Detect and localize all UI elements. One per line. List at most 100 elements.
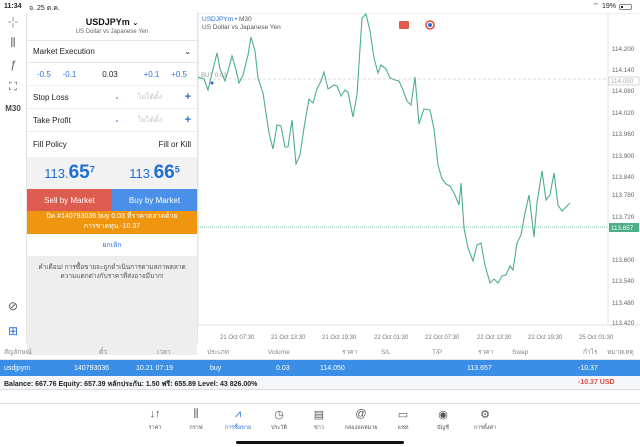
tab-chart[interactable]: ⫼ กราฟ xyxy=(176,408,216,432)
order-panel: USDJPYm ⌄ US Dollar vs Japanese Yen Mark… xyxy=(26,13,198,355)
svg-text:25 Oct 01:30: 25 Oct 01:30 xyxy=(579,335,614,341)
stop-loss-label: Stop Loss xyxy=(33,92,69,102)
chart-timeframe: M30 xyxy=(238,16,252,23)
wifi-icon: ⌔ xyxy=(592,3,599,10)
svg-text:21 Oct 13:30: 21 Oct 13:30 xyxy=(271,335,306,341)
chart-description: US Dollar vs Japanese Yen xyxy=(202,24,281,31)
market-warning: คำเตือน! การซื้อขายจะถูกดำเนินการตามสภาพ… xyxy=(27,256,197,355)
bid-price: 113.657 xyxy=(44,162,95,183)
balance-line: Balance: 667.76 Equity: 657.39 หลักประกั… xyxy=(4,381,258,388)
fill-policy-row[interactable]: Fill Policy Fill or Kill xyxy=(27,132,197,157)
svg-text:113.780: 113.780 xyxy=(612,192,635,199)
tab-settings[interactable]: ⚙ การตั้งค่า xyxy=(465,408,505,432)
svg-text:113.540: 113.540 xyxy=(612,278,635,285)
svg-text:113.420: 113.420 xyxy=(612,320,635,327)
tab-history[interactable]: ◷ ประวัติ xyxy=(259,408,299,432)
settings-icon: ⚙ xyxy=(480,409,490,421)
chevron-down-icon: ⌄ xyxy=(132,20,139,27)
function-icon[interactable]: ƒ xyxy=(9,59,17,71)
stop-loss-input[interactable]: ไม่ได้ตั้ง xyxy=(137,93,163,101)
volume-minus-05[interactable]: -0.5 xyxy=(37,69,51,79)
table-header: สัญลักษณ์ ตั๋ว เวลา ประเภท Volume ราคา S… xyxy=(0,345,640,360)
candlestick-icon[interactable]: ⫼ xyxy=(10,37,16,49)
svg-text:22 Oct 19:30: 22 Oct 19:30 xyxy=(528,335,563,341)
objects-icon[interactable]: ⛶ xyxy=(9,81,17,93)
new-order-icon[interactable]: ⊞ xyxy=(7,324,19,338)
volume-plus-01[interactable]: +0.1 xyxy=(143,69,160,79)
account-summary: Balance: 667.76 Equity: 657.39 หลักประกั… xyxy=(0,376,640,390)
take-profit-row: Take Profit - ไม่ได้ตั้ง + xyxy=(27,109,197,132)
tab-chat[interactable]: ▭ แชท xyxy=(383,408,423,432)
symbol-description: US Dollar vs Japanese Yen xyxy=(75,29,149,35)
crosshair-icon[interactable]: -¦- xyxy=(7,16,19,28)
fill-policy-label: Fill Policy xyxy=(33,140,67,149)
svg-text:113.600: 113.600 xyxy=(612,257,635,264)
tab-news[interactable]: ▤ ข่าว xyxy=(299,408,339,432)
chart-header: USDJPYm • M30 US Dollar vs Japanese Yen xyxy=(202,16,281,31)
history-icon: ◷ xyxy=(274,409,284,421)
date: จ. 25 ต.ค. xyxy=(29,5,60,12)
svg-text:113.720: 113.720 xyxy=(612,214,635,221)
trade-levels-icon[interactable] xyxy=(425,20,435,30)
take-profit-plus-button[interactable]: + xyxy=(184,114,191,126)
positions-table: สัญลักษณ์ ตั๋ว เวลา ประเภท Volume ราคา S… xyxy=(0,345,640,390)
table-row[interactable]: usdjpym 140793036 10.21 07:19 buy 0.03 1… xyxy=(0,360,640,376)
bottom-tab-bar: ↓↑ ราคา ⫼ กราฟ ⩘ การซื้อขาย ◷ ประวัติ ▤ ข่าว … xyxy=(0,403,640,447)
close-position-button[interactable]: ปิด #140793036 buy 0.03 ที่ราคาตลาดด้วย … xyxy=(27,211,197,234)
svg-text:21 Oct 07:30: 21 Oct 07:30 xyxy=(220,335,255,341)
chart-symbol: USDJPYm xyxy=(202,16,234,23)
svg-text:113.657: 113.657 xyxy=(611,225,634,232)
svg-text:114.080: 114.080 xyxy=(612,88,635,95)
price-chart[interactable]: BUY 0.03 114.200 114.140 114.080 114.020… xyxy=(198,13,640,345)
stop-loss-plus-button[interactable]: + xyxy=(184,91,191,103)
chevron-down-icon: ⌄ xyxy=(184,47,191,56)
clock: 11:34 xyxy=(4,3,22,10)
one-click-trading-icon[interactable] xyxy=(399,21,409,29)
symbol-selector[interactable]: USDJPYm ⌄ US Dollar vs Japanese Yen xyxy=(27,13,197,41)
timeframe-button[interactable]: M30 xyxy=(5,104,21,113)
stop-loss-minus-button[interactable]: - xyxy=(115,92,119,102)
quote-prices: 113.657 113.665 xyxy=(27,157,197,189)
sell-by-market-button[interactable]: Sell by Market xyxy=(27,189,112,211)
total-profit: -10.37 USD xyxy=(578,379,615,386)
tab-trade[interactable]: ⩘ การซื้อขาย xyxy=(218,408,258,432)
svg-text:114.020: 114.020 xyxy=(612,110,635,117)
home-indicator[interactable] xyxy=(236,441,404,444)
svg-text:22 Oct 07:30: 22 Oct 07:30 xyxy=(425,335,460,341)
tab-mailbox[interactable]: @ กล่องจดหมาย xyxy=(341,408,381,432)
chart-icon: ⫼ xyxy=(193,408,199,420)
svg-text:114.140: 114.140 xyxy=(612,67,635,74)
chat-icon: ▭ xyxy=(397,409,409,421)
ask-price: 113.665 xyxy=(129,162,180,183)
tab-quotes[interactable]: ↓↑ ราคา xyxy=(135,408,175,432)
trade-label: BUY 0.03 xyxy=(201,73,227,79)
svg-text:113.480: 113.480 xyxy=(612,300,635,307)
execution-type: Market Execution xyxy=(33,47,95,56)
news-icon: ▤ xyxy=(313,409,325,421)
battery-icon xyxy=(619,3,632,10)
svg-text:114.050: 114.050 xyxy=(611,78,634,85)
svg-text:22 Oct 13:30: 22 Oct 13:30 xyxy=(477,335,512,341)
take-profit-minus-button[interactable]: - xyxy=(115,115,119,125)
take-profit-label: Take Profit xyxy=(33,115,71,125)
zoom-chart-icon[interactable]: ⊘ xyxy=(7,299,19,313)
svg-text:113.960: 113.960 xyxy=(612,131,635,138)
volume-plus-05[interactable]: +0.5 xyxy=(171,69,187,79)
status-bar: 11:34 จ. 25 ต.ค. ⌔ 19% xyxy=(0,0,640,13)
buy-by-market-button[interactable]: Buy by Market xyxy=(112,189,197,211)
battery-percent: 19% xyxy=(601,3,616,10)
svg-text:113.840: 113.840 xyxy=(612,174,635,181)
volume-stepper: -0.5 -0.1 0.03 +0.1 +0.5 xyxy=(27,63,197,86)
svg-text:114.200: 114.200 xyxy=(612,46,635,53)
svg-text:22 Oct 01:30: 22 Oct 01:30 xyxy=(374,335,409,341)
chart-toolbar: -¦- ⫼ ƒ ⛶ M30 ⊘ ⊞ xyxy=(0,13,26,343)
trade-icon: ⩘ xyxy=(234,408,242,420)
volume-value[interactable]: 0.03 xyxy=(102,69,118,79)
volume-minus-01[interactable]: -0.1 xyxy=(62,69,77,79)
stop-loss-row: Stop Loss - ไม่ได้ตั้ง + xyxy=(27,86,197,109)
svg-text:113.900: 113.900 xyxy=(612,153,635,160)
tab-accounts[interactable]: ◉ บัญชี xyxy=(423,408,463,432)
execution-type-select[interactable]: Market Execution ⌄ xyxy=(27,41,197,63)
take-profit-input[interactable]: ไม่ได้ตั้ง xyxy=(137,116,163,124)
cancel-button[interactable]: ยกเลิก xyxy=(102,241,122,249)
